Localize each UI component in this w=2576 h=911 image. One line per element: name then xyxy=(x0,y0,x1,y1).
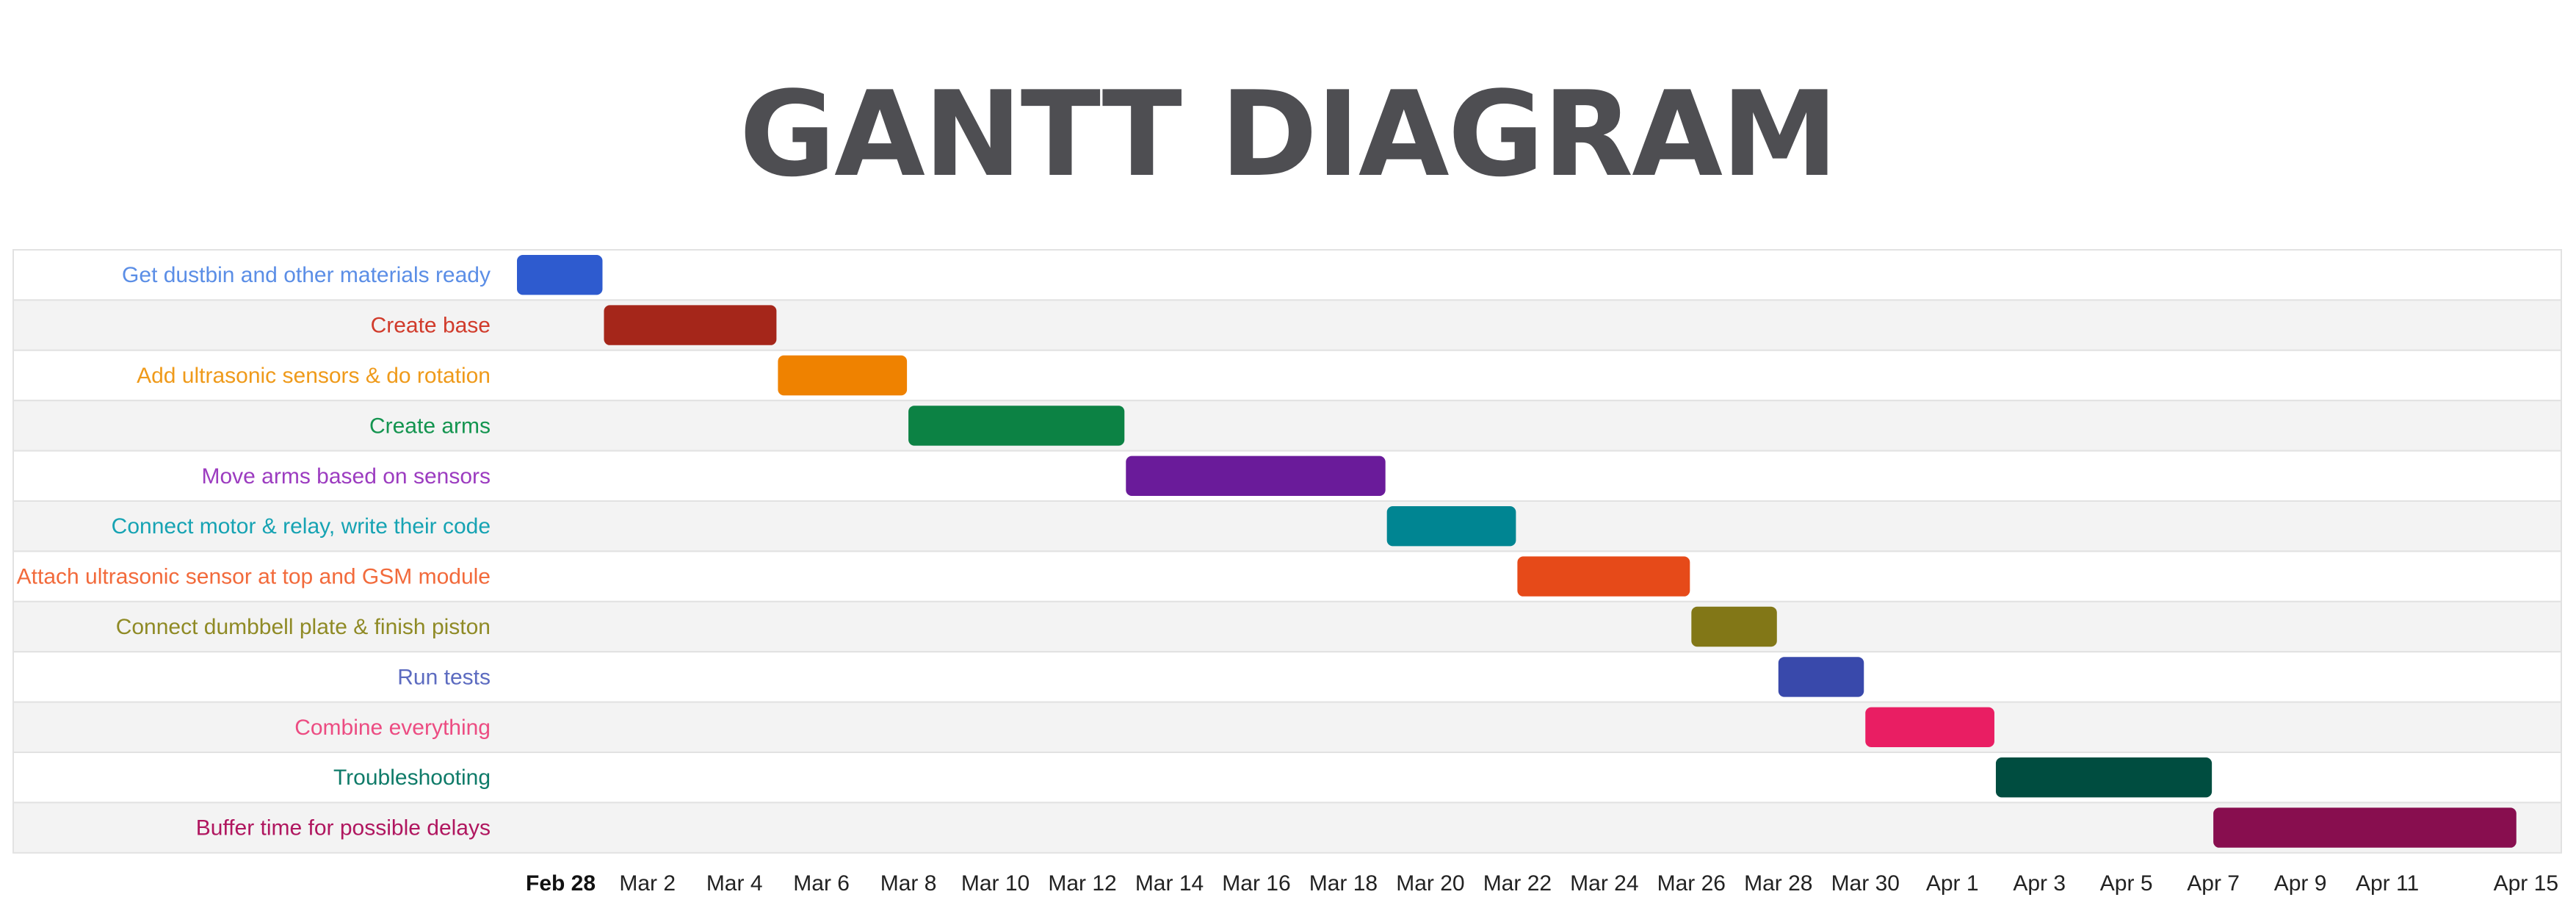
task-label: Run tests xyxy=(397,665,491,689)
task-label: Attach ultrasonic sensor at top and GSM … xyxy=(17,565,491,589)
row-backgrounds xyxy=(12,249,2562,854)
x-axis-tick-label: Mar 28 xyxy=(1744,871,1812,896)
x-axis-tick-label: Mar 6 xyxy=(793,871,850,896)
task-label: Combine everything xyxy=(294,716,491,740)
x-axis-tick-label: Mar 20 xyxy=(1396,871,1464,896)
x-axis-tick-label: Mar 26 xyxy=(1657,871,1726,896)
x-axis-tick-label: Mar 22 xyxy=(1483,871,1552,896)
task-label: Create base xyxy=(371,314,491,338)
task-bar[interactable] xyxy=(778,355,908,396)
task-bar[interactable] xyxy=(908,406,1125,446)
task-label: Add ultrasonic sensors & do rotation xyxy=(137,364,491,388)
x-axis-tick-label: Mar 18 xyxy=(1309,871,1378,896)
x-axis-tick-label: Mar 24 xyxy=(1570,871,1638,896)
x-axis-tick-label: Apr 9 xyxy=(2274,871,2327,896)
task-bar[interactable] xyxy=(604,305,777,345)
x-axis-tick-label: Mar 30 xyxy=(1831,871,1900,896)
task-label: Connect motor & relay, write their code xyxy=(112,514,491,539)
x-axis-tick-label: Apr 7 xyxy=(2187,871,2240,896)
x-axis-tick-label: Mar 2 xyxy=(619,871,676,896)
x-axis-tick-label: Mar 4 xyxy=(706,871,763,896)
task-label: Get dustbin and other materials ready xyxy=(122,263,491,287)
row-background xyxy=(12,802,2562,854)
x-axis-tick-label: Apr 5 xyxy=(2100,871,2153,896)
task-label: Connect dumbbell plate & finish piston xyxy=(116,615,491,639)
x-axis-tick-label: Feb 28 xyxy=(526,871,596,896)
x-axis-tick-label: Mar 8 xyxy=(880,871,937,896)
x-axis-tick-label: Mar 14 xyxy=(1135,871,1204,896)
x-axis-tick-label: Mar 16 xyxy=(1222,871,1290,896)
task-label: Buffer time for possible delays xyxy=(196,816,491,840)
chart-title: GANTT DIAGRAM xyxy=(739,65,1838,203)
task-bar[interactable] xyxy=(1691,606,1777,647)
row-background xyxy=(12,550,2562,602)
task-bar[interactable] xyxy=(1126,455,1386,496)
task-bar[interactable] xyxy=(1778,657,1864,697)
x-axis-tick-labels: Feb 28 Mar 2 Mar 4 Mar 6 Mar 8 Mar 10 Mar 12 Ma… xyxy=(526,871,2558,896)
row-background xyxy=(12,299,2562,351)
task-label: Create arms xyxy=(369,414,491,438)
row-background xyxy=(12,651,2562,703)
task-bars xyxy=(517,255,2517,848)
task-label: Move arms based on sensors xyxy=(201,464,491,489)
row-background xyxy=(12,349,2562,402)
task-bar[interactable] xyxy=(1517,556,1690,597)
x-axis-tick-label: Apr 11 xyxy=(2356,871,2419,896)
x-axis-tick-label: Apr 3 xyxy=(2013,871,2066,896)
row-background xyxy=(12,600,2562,653)
x-axis-tick-label: Mar 12 xyxy=(1048,871,1116,896)
x-axis-tick-label: Mar 10 xyxy=(961,871,1030,896)
task-labels: Get dustbin and other materials ready Cre… xyxy=(17,263,491,840)
row-background xyxy=(12,249,2562,301)
task-bar[interactable] xyxy=(517,255,603,295)
row-background xyxy=(12,701,2562,753)
task-bar[interactable] xyxy=(1386,506,1516,547)
task-bar[interactable] xyxy=(1995,757,2213,798)
x-axis-tick-label: Apr 1 xyxy=(1926,871,1979,896)
task-bar[interactable] xyxy=(1865,707,1994,747)
x-axis-tick-label: Apr 15 xyxy=(2494,871,2558,896)
task-bar[interactable] xyxy=(2213,807,2517,848)
task-label: Troubleshooting xyxy=(333,766,491,790)
